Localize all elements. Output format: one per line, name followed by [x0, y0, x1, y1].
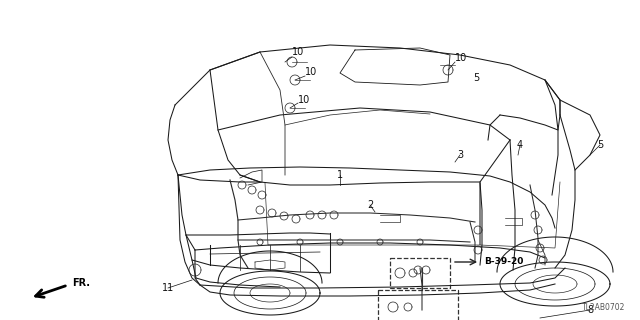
Text: 8: 8	[587, 305, 593, 315]
Text: B-39-20: B-39-20	[484, 258, 524, 267]
Text: 4: 4	[517, 140, 523, 150]
Text: TL2AB0702: TL2AB0702	[582, 303, 625, 312]
Text: 10: 10	[455, 53, 467, 63]
Text: 5: 5	[597, 140, 603, 150]
Text: 10: 10	[292, 47, 304, 57]
Text: 10: 10	[305, 67, 317, 77]
Text: 10: 10	[298, 95, 310, 105]
Bar	[390, 258, 450, 288]
Text: 1: 1	[337, 170, 343, 180]
Text: 3: 3	[457, 150, 463, 160]
Text: 5: 5	[473, 73, 479, 83]
Text: FR.: FR.	[72, 278, 90, 288]
Text: 11: 11	[162, 283, 174, 293]
Bar	[378, 290, 458, 320]
Text: 2: 2	[367, 200, 373, 210]
